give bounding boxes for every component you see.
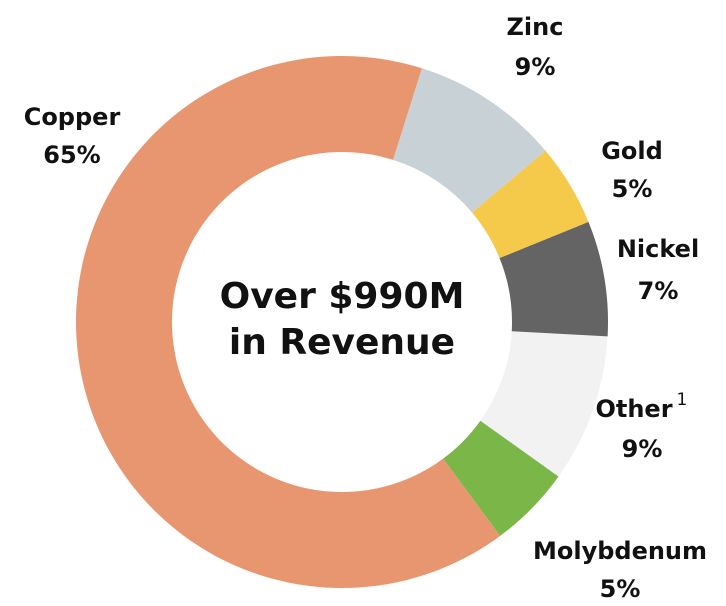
center-text: in Revenue <box>229 322 455 363</box>
category-label: Zinc <box>507 13 564 41</box>
value-label: 7% <box>638 277 679 305</box>
category-label: Gold <box>601 137 663 165</box>
category-label: Copper <box>24 103 121 131</box>
value-label: 5% <box>612 175 653 203</box>
value-label: 9% <box>515 53 556 81</box>
category-label: Other <box>595 395 672 423</box>
category-label: Molybdenum <box>533 537 707 565</box>
value-label: 9% <box>622 435 663 463</box>
donut-segment <box>499 221 609 337</box>
donut-segment <box>393 68 546 213</box>
category-label: Nickel <box>617 235 699 263</box>
value-label: 5% <box>600 575 641 602</box>
donut-segment <box>480 331 608 477</box>
donut-segment <box>443 420 559 536</box>
value-label: 65% <box>43 141 100 169</box>
footnote-mark: 1 <box>677 390 688 410</box>
center-text: Over $990M <box>220 276 465 317</box>
donut-segment <box>472 150 589 259</box>
donut-segment <box>76 55 501 588</box>
